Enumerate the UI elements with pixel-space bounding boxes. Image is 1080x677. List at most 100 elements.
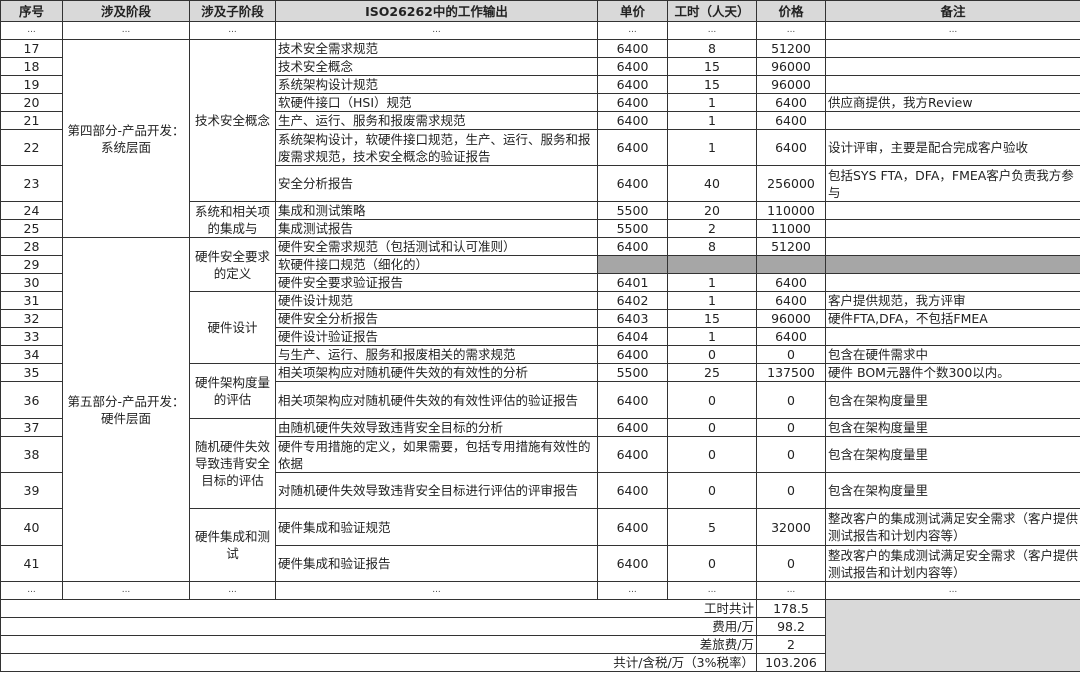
totals-gray-block bbox=[825, 599, 1080, 672]
work-days: 0 bbox=[667, 472, 757, 509]
unit-price: 6400 bbox=[597, 111, 668, 130]
substage-cell: 随机硬件失效导致违背安全目标的评估 bbox=[189, 418, 276, 509]
total-row: 共计/含税/万（3%税率） 103.206 bbox=[0, 653, 1080, 672]
cost: 6400 bbox=[756, 291, 826, 310]
cost: 0 bbox=[756, 545, 826, 582]
table-row: 20 软硬件接口（HSI）规范 6400 1 6400 供应商提供，我方Review bbox=[0, 93, 1080, 112]
cost: 32000 bbox=[756, 508, 826, 546]
work-output: 安全分析报告 bbox=[275, 165, 598, 202]
table-row: 40 硬件集成和测试 硬件集成和验证规范 6400 5 32000 整改客户的集成测试满足安… bbox=[0, 508, 1080, 582]
unit-price: 6401 bbox=[597, 273, 668, 292]
note bbox=[825, 111, 1080, 130]
work-output: 集成测试报告 bbox=[275, 219, 598, 238]
work-output: 生产、运行、服务和报废需求规范 bbox=[275, 111, 598, 130]
work-output: 相关项架构应对随机硬件失效的有效性的分析 bbox=[275, 363, 598, 382]
total-label: 工时共计 bbox=[0, 599, 757, 618]
cost: 137500 bbox=[756, 363, 826, 382]
substage-cell: 硬件设计 bbox=[189, 291, 276, 364]
unit-price: 6400 bbox=[597, 345, 668, 364]
unit-price: 6400 bbox=[597, 75, 668, 94]
work-days: 1 bbox=[667, 291, 757, 310]
work-days: 1 bbox=[667, 129, 757, 166]
row-number: 17 bbox=[0, 39, 63, 58]
unit-price: 6400 bbox=[597, 418, 668, 437]
row-number: 41 bbox=[0, 545, 63, 582]
work-days: 1 bbox=[667, 327, 757, 346]
row-number: 29 bbox=[0, 255, 63, 274]
table-row: 24 系统和相关项的集成与 集成和测试策略 5500 20 110000 bbox=[0, 201, 1080, 238]
unit-price: 5500 bbox=[597, 219, 668, 238]
row-number: 38 bbox=[0, 436, 63, 473]
note: 包含在架构度量里 bbox=[825, 472, 1080, 509]
row-number: 34 bbox=[0, 345, 63, 364]
col-header-note: 备注 bbox=[825, 0, 1080, 22]
ellipsis-note: ... bbox=[825, 21, 1080, 40]
work-output: 集成和测试策略 bbox=[275, 201, 598, 220]
ellipsis-cost: ... bbox=[756, 21, 826, 40]
ellipsis-cost: ... bbox=[756, 581, 826, 600]
total-label: 费用/万 bbox=[0, 617, 757, 636]
cost: 96000 bbox=[756, 309, 826, 328]
row-number: 35 bbox=[0, 363, 63, 382]
row-number: 31 bbox=[0, 291, 63, 310]
unit-price: 5500 bbox=[597, 363, 668, 382]
note: 包含在架构度量里 bbox=[825, 418, 1080, 437]
unit-price: 6400 bbox=[597, 508, 668, 546]
table-row: 21 生产、运行、服务和报废需求规范 6400 1 6400 bbox=[0, 111, 1080, 130]
substage-cell: 系统和相关项的集成与 bbox=[189, 201, 276, 238]
table-row: 35 硬件架构度量的评估 相关项架构应对随机硬件失效的有效性的分析 5500 25 137… bbox=[0, 363, 1080, 419]
note: 包含在架构度量里 bbox=[825, 381, 1080, 419]
cost: 0 bbox=[756, 381, 826, 419]
row-number: 22 bbox=[0, 129, 63, 166]
cost: 6400 bbox=[756, 129, 826, 166]
cost: 256000 bbox=[756, 165, 826, 202]
work-output: 硬件集成和验证规范 bbox=[275, 508, 598, 546]
work-days: 20 bbox=[667, 201, 757, 220]
ellipsis-substage: ... bbox=[189, 21, 276, 40]
work-days: 0 bbox=[667, 381, 757, 419]
row-number: 30 bbox=[0, 273, 63, 292]
work-days: 15 bbox=[667, 57, 757, 76]
ellipsis-output: ... bbox=[275, 21, 598, 40]
row-number: 21 bbox=[0, 111, 63, 130]
work-days: 8 bbox=[667, 237, 757, 256]
total-label: 差旅费/万 bbox=[0, 635, 757, 654]
work-output: 相关项架构应对随机硬件失效的有效性评估的验证报告 bbox=[275, 381, 598, 419]
work-days: 15 bbox=[667, 309, 757, 328]
note bbox=[825, 219, 1080, 238]
ellipsis-no: ... bbox=[0, 581, 63, 600]
ellipsis-row: ........................ bbox=[0, 581, 1080, 600]
work-output: 系统架构设计规范 bbox=[275, 75, 598, 94]
work-days: 1 bbox=[667, 111, 757, 130]
stage-cell: 第四部分-产品开发：系统层面 bbox=[62, 39, 190, 238]
cost: 6400 bbox=[756, 93, 826, 112]
work-days: 0 bbox=[667, 418, 757, 437]
cost: 0 bbox=[756, 345, 826, 364]
cost: 6400 bbox=[756, 327, 826, 346]
substage-cell: 硬件安全要求的定义 bbox=[189, 237, 276, 292]
cost: 6400 bbox=[756, 273, 826, 292]
cost: 96000 bbox=[756, 57, 826, 76]
note: 供应商提供，我方Review bbox=[825, 93, 1080, 112]
work-days: 8 bbox=[667, 39, 757, 58]
row-number: 23 bbox=[0, 165, 63, 202]
cost: 11000 bbox=[756, 219, 826, 238]
col-header-substage: 涉及子阶段 bbox=[189, 0, 276, 22]
work-output: 硬件安全分析报告 bbox=[275, 309, 598, 328]
substage-cell: 硬件架构度量的评估 bbox=[189, 363, 276, 419]
note bbox=[825, 57, 1080, 76]
cost: 0 bbox=[756, 418, 826, 437]
work-days: 1 bbox=[667, 93, 757, 112]
unit-price: 6404 bbox=[597, 327, 668, 346]
table-row: 33 硬件设计验证报告 6404 1 6400 bbox=[0, 327, 1080, 346]
table-row: 17 第四部分-产品开发：系统层面 技术安全概念 技术安全需求规范 6400 8 51200 bbox=[0, 39, 1080, 238]
work-output: 软硬件接口规范（细化的） bbox=[275, 255, 598, 274]
ellipsis-days: ... bbox=[667, 581, 757, 600]
cost: 51200 bbox=[756, 237, 826, 256]
row-number: 25 bbox=[0, 219, 63, 238]
work-output: 技术安全需求规范 bbox=[275, 39, 598, 58]
table-row: 34 与生产、运行、服务和报废相关的需求规范 6400 0 0 包含在硬件需求中 bbox=[0, 345, 1080, 364]
work-output: 技术安全概念 bbox=[275, 57, 598, 76]
unit-price: 6402 bbox=[597, 291, 668, 310]
ellipsis-unit-price: ... bbox=[597, 581, 668, 600]
